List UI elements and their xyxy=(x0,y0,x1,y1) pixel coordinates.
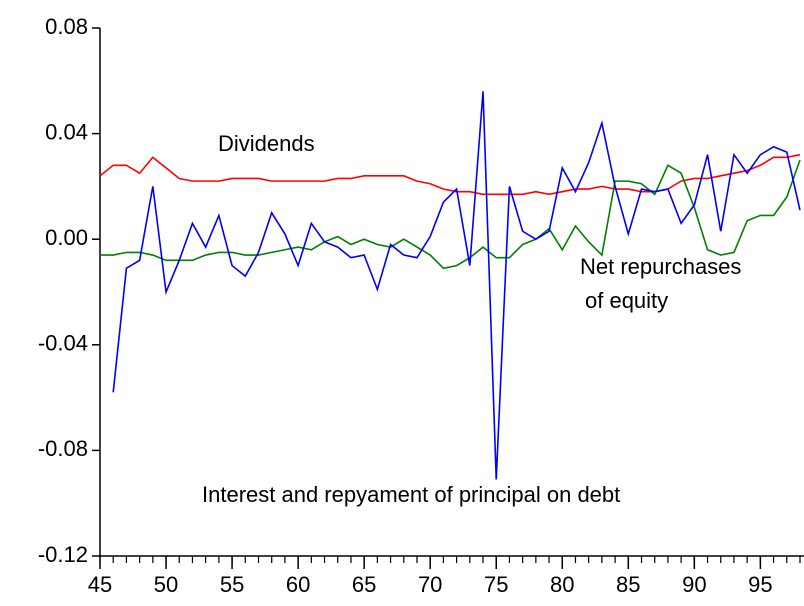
y-tick-label: 0.08 xyxy=(45,14,88,39)
x-tick-label: 55 xyxy=(220,572,244,597)
annotation: Dividends xyxy=(218,131,315,156)
y-tick-label: -0.04 xyxy=(38,331,88,356)
y-tick-label: -0.12 xyxy=(38,542,88,567)
x-tick-label: 65 xyxy=(352,572,376,597)
y-tick-label: 0.04 xyxy=(45,119,88,144)
x-tick-label: 80 xyxy=(550,572,574,597)
annotation: Interest and repyament of principal on d… xyxy=(202,482,620,507)
x-tick-label: 75 xyxy=(484,572,508,597)
annotation: of equity xyxy=(585,288,668,313)
series-line xyxy=(99,153,801,196)
x-tick-label: 70 xyxy=(418,572,442,597)
y-tick-label: 0.00 xyxy=(45,225,88,250)
series-line xyxy=(112,91,801,480)
x-tick-label: 45 xyxy=(88,572,112,597)
x-tick-label: 50 xyxy=(154,572,178,597)
y-tick-label: -0.08 xyxy=(38,436,88,461)
x-tick-label: 85 xyxy=(616,572,640,597)
x-tick-label: 95 xyxy=(748,572,772,597)
annotation: Net repurchases xyxy=(580,254,741,279)
x-tick-label: 60 xyxy=(286,572,310,597)
series-line xyxy=(100,159,801,270)
x-tick-label: 90 xyxy=(682,572,706,597)
